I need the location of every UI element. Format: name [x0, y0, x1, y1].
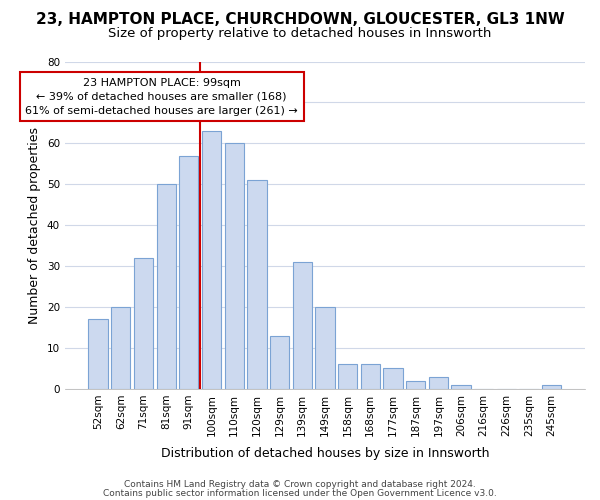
Bar	[134, 258, 153, 389]
Bar	[293, 262, 312, 389]
Bar	[383, 368, 403, 389]
Bar	[247, 180, 266, 389]
Bar	[157, 184, 176, 389]
Text: 23, HAMPTON PLACE, CHURCHDOWN, GLOUCESTER, GL3 1NW: 23, HAMPTON PLACE, CHURCHDOWN, GLOUCESTE…	[35, 12, 565, 28]
Text: Contains HM Land Registry data © Crown copyright and database right 2024.: Contains HM Land Registry data © Crown c…	[124, 480, 476, 489]
Bar	[111, 307, 130, 389]
Bar	[224, 144, 244, 389]
Y-axis label: Number of detached properties: Number of detached properties	[28, 126, 41, 324]
Bar	[315, 307, 335, 389]
Bar	[179, 156, 199, 389]
X-axis label: Distribution of detached houses by size in Innsworth: Distribution of detached houses by size …	[161, 447, 489, 460]
Bar	[542, 385, 562, 389]
Bar	[338, 364, 357, 389]
Bar	[270, 336, 289, 389]
Bar	[361, 364, 380, 389]
Bar	[202, 131, 221, 389]
Bar	[406, 380, 425, 389]
Text: Contains public sector information licensed under the Open Government Licence v3: Contains public sector information licen…	[103, 488, 497, 498]
Bar	[451, 385, 470, 389]
Text: Size of property relative to detached houses in Innsworth: Size of property relative to detached ho…	[109, 28, 491, 40]
Text: 23 HAMPTON PLACE: 99sqm
← 39% of detached houses are smaller (168)
61% of semi-d: 23 HAMPTON PLACE: 99sqm ← 39% of detache…	[25, 78, 298, 116]
Bar	[88, 320, 108, 389]
Bar	[428, 376, 448, 389]
